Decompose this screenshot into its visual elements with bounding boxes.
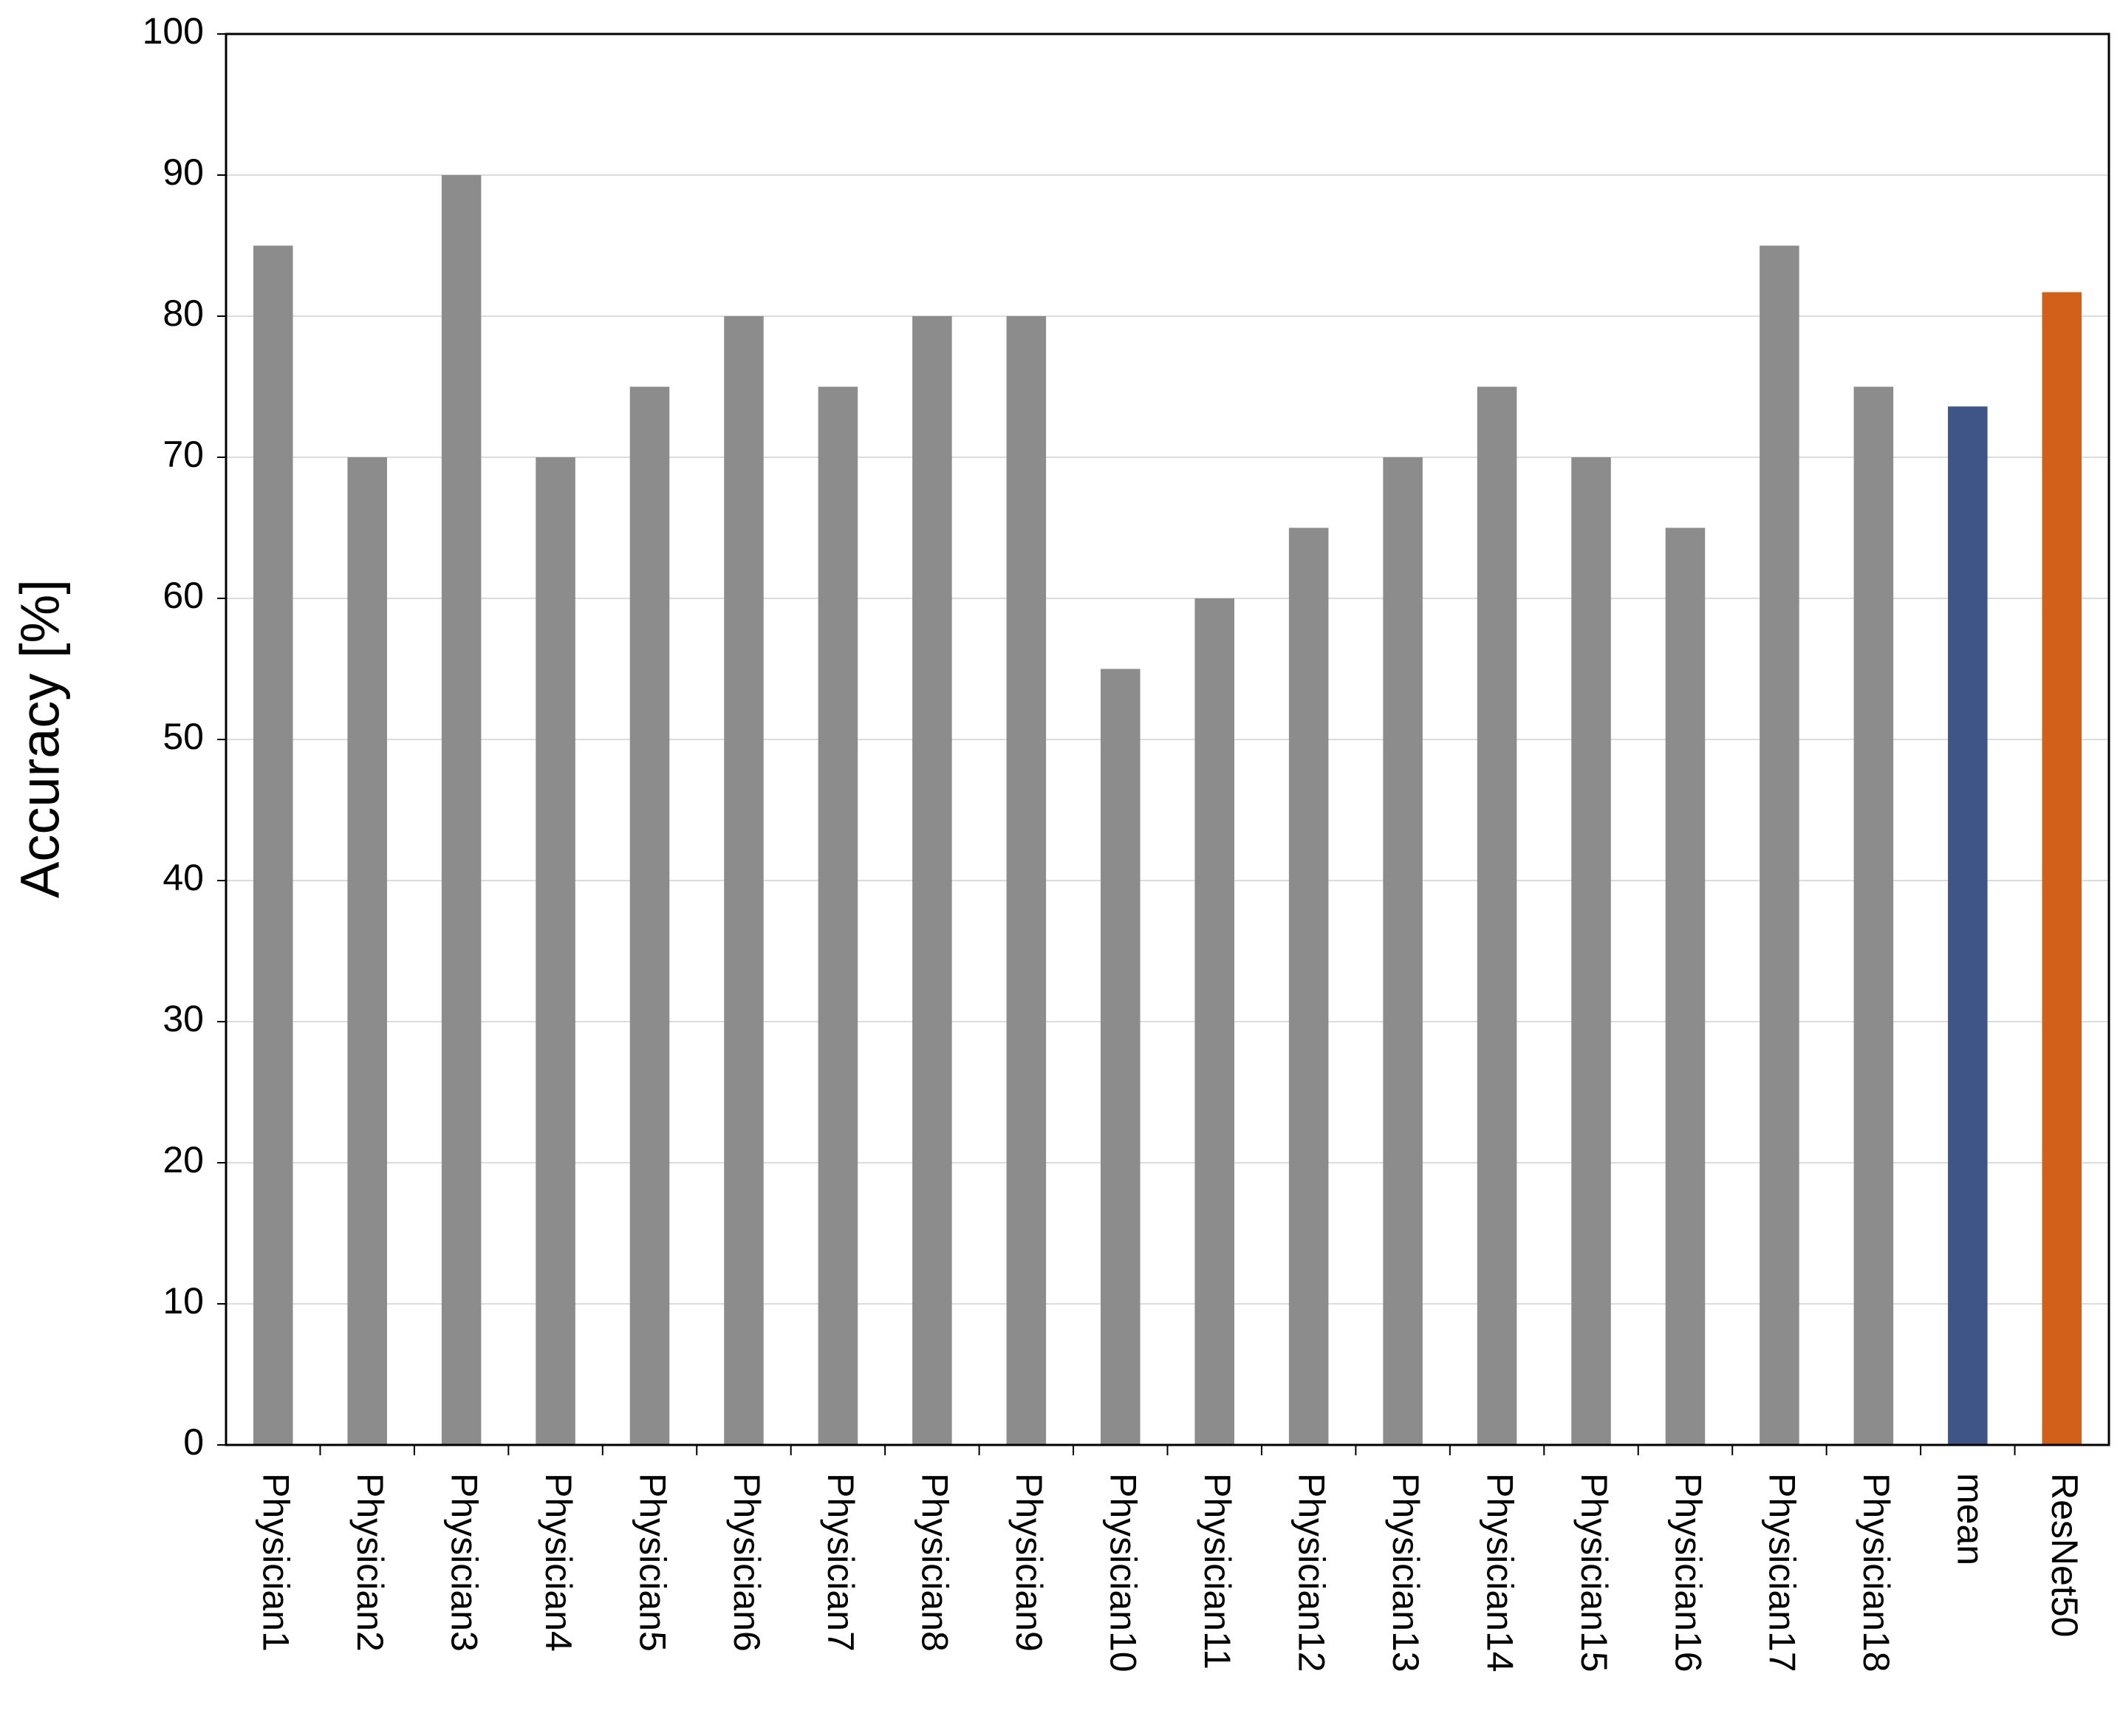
x-tick-label: Physician10 bbox=[1103, 1473, 1144, 1672]
bar bbox=[1853, 386, 1894, 1445]
x-tick-label: Physician16 bbox=[1667, 1473, 1709, 1672]
bar bbox=[1571, 457, 1611, 1445]
bar bbox=[1006, 316, 1047, 1445]
x-tick-label: Physician5 bbox=[632, 1473, 673, 1652]
y-tick-label: 40 bbox=[163, 857, 204, 898]
x-tick-label: ResNet50 bbox=[2044, 1473, 2085, 1637]
x-tick-label: Physician14 bbox=[1479, 1473, 1520, 1672]
bar bbox=[2042, 292, 2082, 1445]
x-tick-label: mean bbox=[1950, 1473, 1991, 1565]
bar bbox=[1383, 457, 1423, 1445]
x-tick-label: Physician4 bbox=[538, 1473, 579, 1652]
x-tick-label: Physician15 bbox=[1573, 1473, 1615, 1672]
y-axis-title: Accuracy [%] bbox=[10, 579, 71, 898]
x-tick-label: Physician3 bbox=[443, 1473, 485, 1652]
bar bbox=[1477, 386, 1517, 1445]
x-tick-label: Physician11 bbox=[1197, 1473, 1238, 1670]
y-tick-label: 70 bbox=[163, 434, 204, 475]
y-tick-label: 0 bbox=[183, 1421, 204, 1463]
x-tick-label: Physician12 bbox=[1290, 1473, 1332, 1672]
y-tick-label: 10 bbox=[163, 1280, 204, 1322]
bar bbox=[347, 457, 387, 1445]
bar bbox=[724, 316, 764, 1445]
y-tick-label: 100 bbox=[143, 10, 204, 52]
y-tick-label: 30 bbox=[163, 998, 204, 1039]
bar bbox=[1948, 406, 1988, 1445]
bar bbox=[536, 457, 575, 1445]
bar bbox=[253, 245, 293, 1445]
bar bbox=[1760, 245, 1799, 1445]
y-tick-label: 60 bbox=[163, 575, 204, 616]
x-tick-label: Physician17 bbox=[1762, 1473, 1803, 1672]
bar bbox=[1288, 527, 1329, 1445]
bar bbox=[1665, 527, 1706, 1445]
x-tick-label: Physician2 bbox=[349, 1473, 391, 1652]
plot-frame bbox=[225, 33, 2110, 1446]
bar bbox=[629, 386, 670, 1445]
x-tick-label: Physician9 bbox=[1008, 1473, 1050, 1652]
y-tick-label: 80 bbox=[163, 293, 204, 334]
x-tick-label: Physician13 bbox=[1385, 1473, 1426, 1672]
x-tick-label: Physician18 bbox=[1856, 1473, 1897, 1672]
x-tick-label: Physician6 bbox=[726, 1473, 767, 1652]
y-tick-label: 20 bbox=[163, 1139, 204, 1180]
bar bbox=[441, 175, 482, 1445]
x-tick-label: Physician1 bbox=[256, 1473, 297, 1652]
x-tick-label: Physician8 bbox=[914, 1473, 956, 1652]
bar bbox=[1194, 598, 1234, 1445]
x-tick-label: Physician7 bbox=[820, 1473, 861, 1652]
bar bbox=[912, 316, 952, 1445]
y-tick-label: 50 bbox=[163, 716, 204, 757]
bar bbox=[818, 386, 858, 1445]
y-tick-label: 90 bbox=[163, 151, 204, 193]
bar bbox=[1101, 669, 1141, 1445]
